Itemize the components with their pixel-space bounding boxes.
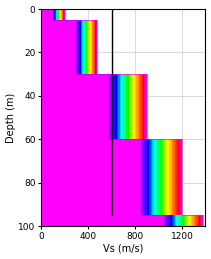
X-axis label: Vs (m/s): Vs (m/s): [103, 243, 143, 254]
Y-axis label: Depth (m): Depth (m): [5, 92, 16, 143]
